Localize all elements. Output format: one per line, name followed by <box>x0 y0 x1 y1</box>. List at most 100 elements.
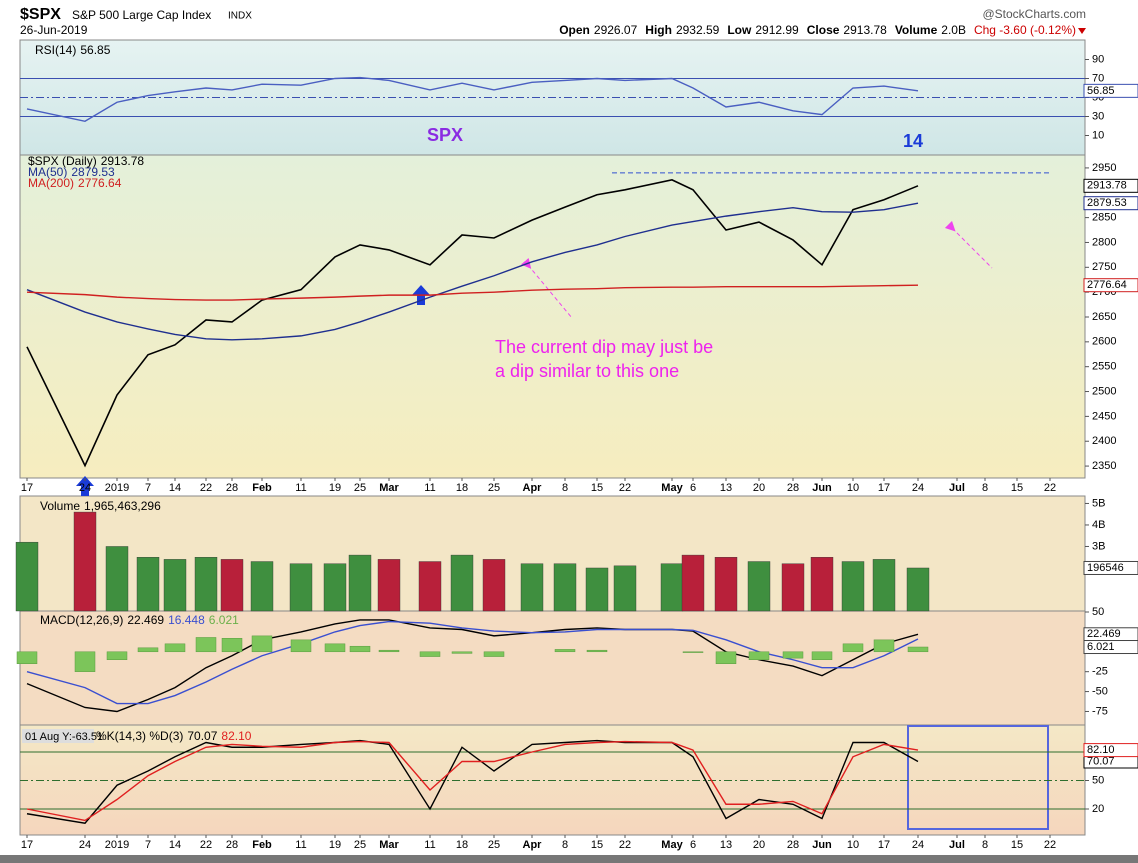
value-box-label: 22.469 <box>1087 628 1121 640</box>
legend-entry: MACD(12,26,9) <box>40 613 123 627</box>
volume-bar <box>250 561 274 612</box>
volume-bar <box>418 561 442 612</box>
y-tick-label: 2850 <box>1092 212 1116 224</box>
x-tick-label: 15 <box>1011 482 1023 494</box>
legend-entry: 56.85 <box>80 43 110 57</box>
x-tick-label: 24 <box>79 482 91 494</box>
histogram-bar <box>842 643 864 653</box>
x-tick-label: 8 <box>982 482 988 494</box>
volume-bar <box>377 559 401 612</box>
legend-entry: $SPX (Daily) <box>28 154 97 168</box>
volume-bar <box>482 559 506 612</box>
x-tick-label: Mar <box>379 482 399 494</box>
series-line <box>26 76 919 122</box>
change: Chg -3.60 (-0.12%) <box>974 23 1076 37</box>
x-tick-label: 14 <box>169 839 181 851</box>
histogram-bar <box>782 651 804 659</box>
legend: MA(200) 2776.64 <box>28 176 122 190</box>
value-box-label: 70.07 <box>1087 755 1115 767</box>
volume-bar <box>348 554 372 612</box>
histogram-bar <box>324 643 346 653</box>
price-panel <box>19 154 1086 479</box>
y-tick-label: 90 <box>1092 53 1104 65</box>
x-tick-label: 28 <box>226 839 238 851</box>
quote-value: 2912.99 <box>755 23 799 37</box>
histogram-bar <box>586 649 608 653</box>
x-tick-label: Jul <box>949 839 965 851</box>
x-tick-label: 7 <box>145 482 151 494</box>
volume-bar <box>105 546 129 612</box>
legend-entry: MA(200) <box>28 176 74 190</box>
histogram-bar <box>748 651 770 660</box>
volume-bar <box>747 561 771 612</box>
volume-bar <box>681 554 705 612</box>
legend: MACD(12,26,9) 22.469 16.448 6.021 <box>40 613 239 627</box>
volume-bar <box>585 567 609 612</box>
pink-arrow <box>520 257 573 319</box>
histogram-bar <box>811 651 833 660</box>
legend-entry: MA(50) <box>28 165 67 179</box>
histogram-bar <box>873 639 895 653</box>
y-tick-label: 70 <box>1092 72 1104 84</box>
volume-bar <box>553 563 577 612</box>
x-tick-label: 15 <box>1011 839 1023 851</box>
y-tick-label: 5B <box>1092 497 1105 509</box>
y-tick-label: -75 <box>1092 705 1108 717</box>
histogram-bar <box>195 637 217 653</box>
cursor-readout: 01 Aug Y:-63.51 <box>25 731 103 743</box>
histogram-bar <box>251 635 273 653</box>
volume-bar <box>136 557 160 612</box>
series-line <box>26 619 919 713</box>
x-tick-label: 22 <box>619 482 631 494</box>
x-tick-label: 18 <box>456 839 468 851</box>
volume-bar <box>73 511 97 612</box>
legend: Volume 1,965,463,296 <box>40 499 161 513</box>
y-tick-label: 30 <box>1092 110 1104 122</box>
volume-bar <box>810 557 834 612</box>
highlight-box <box>907 725 1049 830</box>
x-tick-label: 7 <box>145 839 151 851</box>
histogram-bar <box>349 645 371 653</box>
x-tick-label: 25 <box>488 482 500 494</box>
value-box-label: 2879.53 <box>1087 197 1127 209</box>
volume-bar <box>660 563 684 612</box>
y-tick-label: 2600 <box>1092 336 1116 348</box>
legend-entry: 22.469 <box>127 613 164 627</box>
x-tick-label: 28 <box>226 482 238 494</box>
x-tick-label: Feb <box>252 839 272 851</box>
legend: RSI(14) 56.85 <box>35 43 111 57</box>
quote-label: High <box>645 23 672 37</box>
volume-bar <box>194 557 218 612</box>
x-tick-label: Jun <box>812 839 832 851</box>
x-tick-label: 25 <box>354 839 366 851</box>
pink-arrow <box>944 220 993 269</box>
histogram-bar <box>451 651 473 654</box>
series-line <box>26 620 919 705</box>
x-tick-label: 8 <box>562 482 568 494</box>
value-box-label: 56.85 <box>1087 85 1115 97</box>
x-tick-label: 22 <box>200 839 212 851</box>
volume-bar <box>163 559 187 612</box>
y-tick-label: 50 <box>1092 606 1104 618</box>
y-tick-label: 50 <box>1092 774 1104 786</box>
x-tick-label: 10 <box>847 482 859 494</box>
x-tick-label: 2019 <box>105 482 129 494</box>
x-tick-label: 24 <box>912 482 924 494</box>
legend-entry: 82.10 <box>221 729 251 743</box>
x-tick-label: 17 <box>878 482 890 494</box>
quote-value: 2926.07 <box>594 23 638 37</box>
x-tick-label: 10 <box>847 839 859 851</box>
x-tick-label: 19 <box>329 839 341 851</box>
volume-bar <box>520 563 544 612</box>
x-tick-label: 8 <box>562 839 568 851</box>
value-box <box>1083 278 1138 293</box>
x-tick-label: May <box>661 839 683 851</box>
value-box-label: 196546 <box>1087 562 1124 574</box>
value-box-label: 2913.78 <box>1087 180 1127 192</box>
histogram-bar <box>16 651 38 664</box>
volume-bar <box>450 554 474 612</box>
x-tick-label: 28 <box>787 839 799 851</box>
quote-value: 2913.78 <box>843 23 887 37</box>
y-tick-label: 2750 <box>1092 261 1116 273</box>
series-line <box>26 284 919 301</box>
